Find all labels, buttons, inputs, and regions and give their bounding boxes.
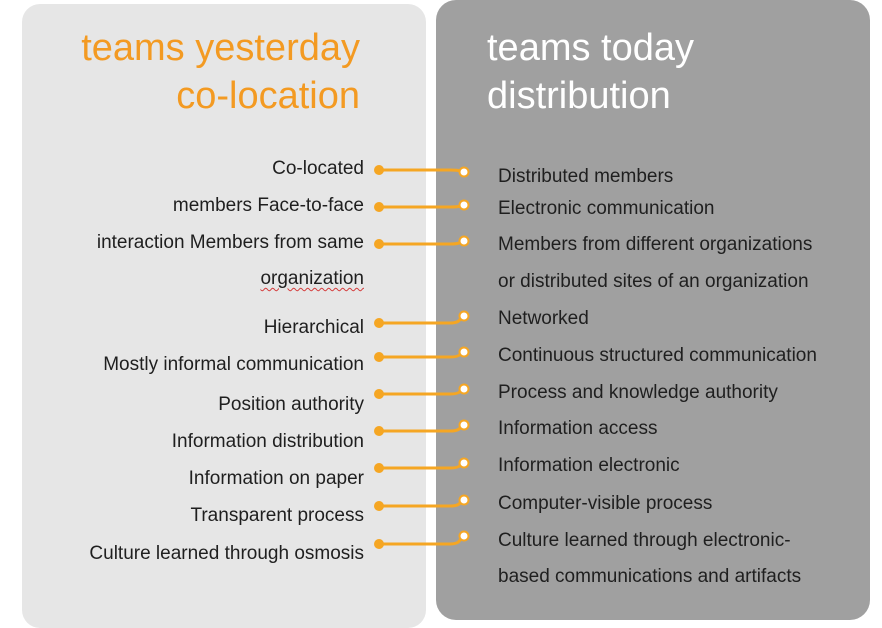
connector-4 <box>374 310 470 328</box>
left-item-position-authority: Position authority <box>218 394 364 415</box>
connector-right-dot <box>460 201 468 209</box>
connector-right-dot <box>460 496 468 504</box>
connector-line <box>379 350 465 359</box>
right-item-distributed-sites: or distributed sites of an organization <box>498 271 809 292</box>
connector-line <box>379 534 466 546</box>
connector-10 <box>374 530 470 549</box>
connector-5 <box>374 346 470 362</box>
connector-right-dot <box>460 532 468 540</box>
connector-right-dot <box>460 459 468 467</box>
connector-left-dot <box>374 352 384 362</box>
connector-8 <box>374 457 470 473</box>
connector-right-dot <box>460 385 468 393</box>
right-title-line2: distribution <box>487 75 671 117</box>
connector-7 <box>374 419 470 436</box>
left-item-interaction-members: interaction Members from same <box>96 232 364 253</box>
left-item-information-on-paper: Information on paper <box>188 468 364 489</box>
connector-left-dot <box>374 539 384 549</box>
connector-line <box>379 387 465 396</box>
connector-right-dot <box>460 348 468 356</box>
connector-line <box>379 423 465 433</box>
connector-left-dot <box>374 165 384 175</box>
left-title-line1: teams yesterday <box>81 27 360 69</box>
left-panel-yesterday <box>22 4 426 628</box>
connector-left-dot <box>374 426 384 436</box>
connector-right-dot <box>460 168 468 176</box>
right-item-members-different-orgs: Members from different organizations <box>498 234 813 255</box>
connector-left-dot <box>374 318 384 328</box>
right-item-information-electronic: Information electronic <box>498 455 680 476</box>
left-item-members-face-to-face: members Face-to-face <box>172 195 364 216</box>
connector-3 <box>374 235 470 249</box>
right-item-distributed-members: Distributed members <box>498 166 674 187</box>
right-item-communications-artifacts: based communications and artifacts <box>498 566 802 587</box>
right-item-networked: Networked <box>498 308 589 329</box>
connector-left-dot <box>374 202 384 212</box>
connector-line <box>379 239 465 246</box>
left-item-transparent-process: Transparent process <box>190 505 364 526</box>
connector-left-dot <box>374 239 384 249</box>
connector-9 <box>374 494 470 511</box>
right-item-process-knowledge-authority: Process and knowledge authority <box>498 382 778 403</box>
connector-line <box>379 203 465 209</box>
connector-1 <box>374 165 470 178</box>
right-item-culture-electronic: Culture learned through electronic- <box>498 530 791 551</box>
connector-right-dot <box>460 421 468 429</box>
connector-line <box>379 168 465 174</box>
left-item-hierarchical: Hierarchical <box>263 317 364 338</box>
right-item-information-access: Information access <box>498 418 658 439</box>
left-item-organization: organization <box>260 268 364 289</box>
right-item-electronic-communication: Electronic communication <box>498 198 715 219</box>
left-item-culture-osmosis: Culture learned through osmosis <box>89 543 364 564</box>
connector-line <box>379 498 465 508</box>
left-panel-title: teams yesterday co-location <box>81 24 360 120</box>
right-title-line1: teams today <box>487 27 694 69</box>
left-item-co-located: Co-located <box>272 158 364 179</box>
left-item-informal-communication: Mostly informal communication <box>103 354 364 375</box>
connector-left-dot <box>374 463 384 473</box>
right-item-computer-visible-process: Computer-visible process <box>498 493 713 514</box>
right-panel-today <box>436 0 870 620</box>
connector-left-dot <box>374 501 384 511</box>
connector-line <box>379 314 465 325</box>
left-title-line2: co-location <box>176 75 360 117</box>
connector-left-dot <box>374 389 384 399</box>
right-item-continuous-structured: Continuous structured communication <box>498 345 817 366</box>
connector-6 <box>374 383 470 399</box>
connector-line <box>379 461 465 470</box>
connector-2 <box>374 199 470 212</box>
connector-right-dot <box>460 237 468 245</box>
left-item-information-distribution: Information distribution <box>171 431 364 452</box>
right-panel-title: teams today distribution <box>487 24 694 120</box>
connector-right-dot <box>460 312 468 320</box>
